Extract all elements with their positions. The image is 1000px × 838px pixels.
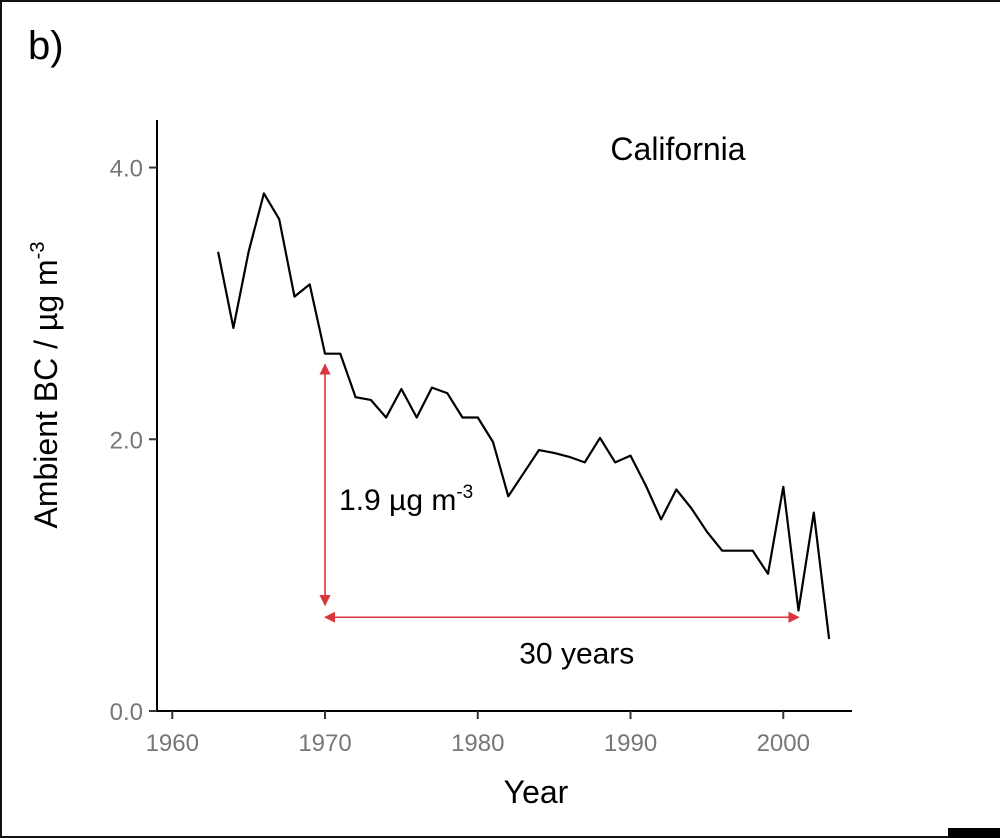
y-tick-label: 2.0 [110,427,143,454]
x-tick-label: 1960 [146,730,199,757]
x-tick-label: 1990 [604,730,657,757]
series-line [217,192,831,640]
x-tick-label: 1980 [451,730,504,757]
labels: 1.9 µg m-3 30 years California Year Ambient … [27,131,746,810]
panel-label: b) [28,24,64,68]
corner-mark [948,828,1000,838]
series [217,192,831,640]
x-tick-label: 1970 [298,730,351,757]
chart-title: California [610,131,745,167]
x-tick-label: 2000 [757,730,810,757]
y-axis-title: Ambient BC / µg m-3 [27,242,64,529]
axes [156,120,852,712]
ticks: 1960 1970 1980 1990 2000 0.0 2.0 4.0 [110,156,810,757]
annotations [319,363,800,623]
y-tick-label: 0.0 [110,699,143,726]
vertical-arrow-label: 1.9 µg m-3 [339,482,473,517]
y-tick-label: 4.0 [110,156,143,183]
x-axis-title: Year [504,774,569,810]
horizontal-arrow-label: 30 years [519,637,634,670]
